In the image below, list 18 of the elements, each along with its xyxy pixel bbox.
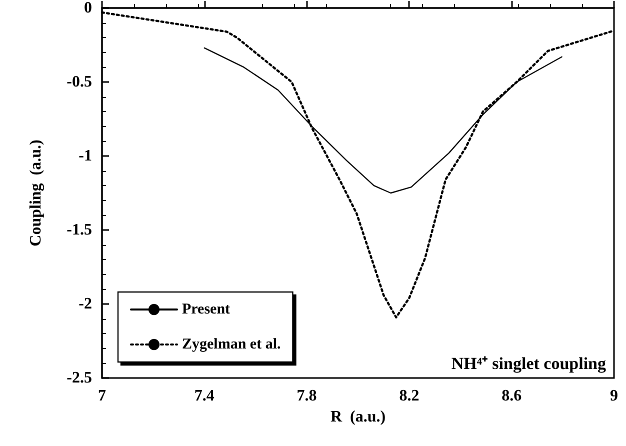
x-axis-title: R (a.u.) xyxy=(330,408,386,426)
legend-label: Present xyxy=(182,302,230,318)
y-tick-label: -1.5 xyxy=(66,222,92,238)
x-tick-label: 7.8 xyxy=(296,388,317,404)
y-tick-label: -2.5 xyxy=(66,370,92,386)
x-tick-label: 7 xyxy=(98,388,106,404)
legend-label: Zygelman et al. xyxy=(182,336,281,352)
y-tick-label: -0.5 xyxy=(66,74,92,90)
line-series xyxy=(204,47,562,194)
y-tick-label: -1 xyxy=(78,148,92,164)
x-tick-label: 7.4 xyxy=(194,388,214,404)
x-tick-label: 9 xyxy=(610,388,618,404)
y-axis-title: Coupling (a.u.) xyxy=(28,140,44,246)
y-tick-label: 0 xyxy=(84,0,92,16)
y-tick-label: -2 xyxy=(78,296,92,312)
annotation: NH⁴⁺ singlet coupling xyxy=(451,354,606,373)
x-tick-label: 8.2 xyxy=(399,388,420,404)
x-tick-label: 8.6 xyxy=(502,388,522,404)
